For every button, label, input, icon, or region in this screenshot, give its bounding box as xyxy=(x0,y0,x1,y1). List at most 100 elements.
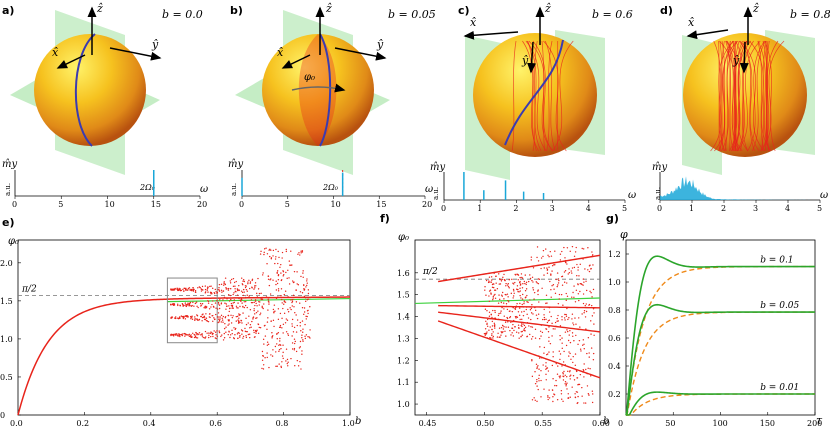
bifurcation-point xyxy=(278,256,280,259)
trajectory-line xyxy=(541,40,546,152)
bifurcation-point xyxy=(531,359,533,361)
bifurcation-point xyxy=(257,310,259,312)
bifurcation-point xyxy=(531,304,533,306)
bifurcation-point xyxy=(502,328,505,330)
bifurcation-point xyxy=(564,364,566,366)
bifurcation-point xyxy=(502,331,504,333)
bifurcation-point xyxy=(520,323,523,325)
bifurcation-point xyxy=(267,298,269,301)
bifurcation-point xyxy=(268,301,270,303)
bifurcation-point xyxy=(291,325,294,327)
bifurcation-point xyxy=(173,303,175,305)
bifurcation-point xyxy=(233,301,236,304)
y-tick-label: 0.5 xyxy=(0,373,13,382)
trajectory-line xyxy=(738,40,760,152)
bifurcation-point xyxy=(217,301,220,304)
x-axis-arrow xyxy=(56,54,86,69)
bifurcation-point xyxy=(572,322,574,324)
bifurcation-point xyxy=(523,328,526,330)
bifurcation-point xyxy=(582,369,584,371)
bifurcation-point xyxy=(525,283,527,286)
bifurcation-point xyxy=(246,290,249,292)
bifurcation-point xyxy=(214,302,217,304)
bifurcation-point xyxy=(492,298,494,301)
bifurcation-point xyxy=(243,301,245,303)
bifurcation-point xyxy=(572,374,575,377)
bifurcation-point xyxy=(217,321,219,324)
bifurcation-point xyxy=(524,330,526,332)
bifurcation-point xyxy=(218,287,220,289)
bifurcation-point xyxy=(577,283,579,286)
bifurcation-point xyxy=(206,332,208,334)
bifurcation-point xyxy=(540,357,543,359)
bifurcation-point xyxy=(230,314,232,316)
bifurcation-point xyxy=(228,330,230,333)
bifurcation-point xyxy=(254,300,257,302)
bifurcation-point xyxy=(290,299,292,301)
bifurcation-point xyxy=(492,286,495,289)
bifurcation-point xyxy=(582,248,585,250)
bifurcation-point xyxy=(249,309,252,311)
zoom-box xyxy=(166,277,218,344)
bifurcation-point xyxy=(556,373,559,375)
au-label: a.u. xyxy=(4,183,12,196)
bifurcation-point xyxy=(574,393,576,395)
bifurcation-point xyxy=(555,385,558,387)
bifurcation-point xyxy=(552,378,554,380)
x-axis-arrow xyxy=(686,29,729,40)
bifurcation-point xyxy=(523,329,525,331)
bifurcation-point xyxy=(587,269,589,271)
bifurcation-point xyxy=(582,258,584,260)
bifurcation-point xyxy=(303,295,306,298)
bifurcation-point xyxy=(545,318,547,321)
x-axis-label: x̂ xyxy=(52,46,59,59)
bifurcation-point xyxy=(268,366,270,369)
bifurcation-point xyxy=(216,335,219,337)
bifurcation-point xyxy=(529,309,532,311)
bifurcation-point xyxy=(550,274,552,276)
bifurcation-point xyxy=(300,275,302,278)
bifurcation-point xyxy=(302,272,304,274)
panel-label-e: e) xyxy=(2,216,15,229)
bifurcation-point xyxy=(592,352,595,355)
bifurcation-point xyxy=(218,330,220,332)
spectrum-tick-label: 1 xyxy=(689,204,694,213)
bifurcation-point xyxy=(207,336,210,339)
bifurcation-point xyxy=(583,343,585,346)
bifurcation-point xyxy=(527,301,529,304)
bifurcation-point xyxy=(525,281,528,284)
bifurcation-point xyxy=(504,330,506,332)
bifurcation-point xyxy=(508,301,510,303)
bifurcation-point xyxy=(576,402,578,405)
bifurcation-point xyxy=(239,314,241,316)
bifurcation-point xyxy=(511,327,514,330)
bifurcation-point xyxy=(246,330,248,333)
trajectory-line xyxy=(552,40,574,152)
bifurcation-point xyxy=(512,335,515,337)
bifurcation-point xyxy=(579,373,582,376)
bifurcation-point xyxy=(504,321,507,323)
bifurcation-point xyxy=(543,314,545,316)
bifurcation-point xyxy=(548,340,550,342)
bifurcation-point xyxy=(503,326,505,328)
bifurcation-point xyxy=(233,327,235,329)
bifurcation-point xyxy=(568,351,570,353)
trajectory-line xyxy=(511,40,517,152)
bifurcation-point xyxy=(256,292,258,295)
bifurcation-point xyxy=(277,331,280,334)
bifurcation-point xyxy=(216,316,219,318)
trajectory-line xyxy=(543,40,567,152)
bifurcation-point xyxy=(296,324,298,327)
bifurcation-point xyxy=(521,325,523,328)
bifurcation-point xyxy=(264,324,266,327)
bifurcation-point xyxy=(289,264,291,266)
bifurcation-point xyxy=(566,263,568,265)
bifurcation-point xyxy=(223,332,225,335)
bifurcation-point xyxy=(520,311,523,313)
bifurcation-point xyxy=(291,298,294,301)
bifurcation-point xyxy=(242,294,245,297)
spectrum-tick-label: 2 xyxy=(513,204,518,213)
trajectory-line xyxy=(739,40,765,152)
b-value: b = 0.8 xyxy=(790,8,830,21)
bifurcation-point xyxy=(242,337,244,339)
